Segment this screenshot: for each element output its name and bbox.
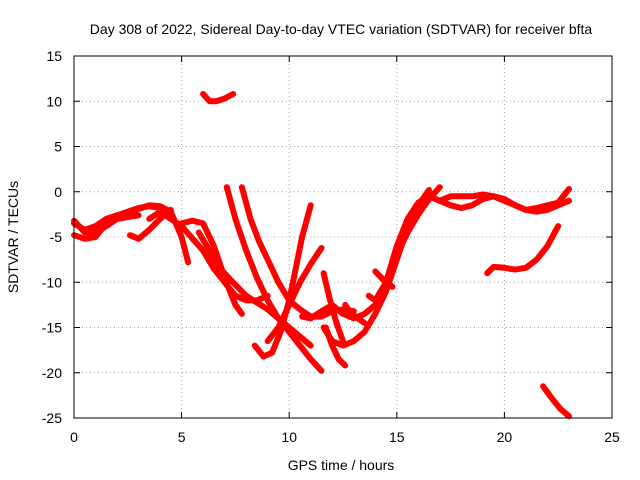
series-line-arc-15 — [320, 270, 346, 345]
y-axis-label: SDTVAR / TECUs — [5, 181, 21, 293]
x-tick-label: 5 — [178, 429, 186, 445]
plot-frame — [73, 55, 613, 419]
y-tick-label: 0 — [54, 184, 62, 200]
y-tick-label: 5 — [54, 139, 62, 155]
x-tick-label: 10 — [281, 429, 297, 445]
y-tick-label: 10 — [46, 93, 62, 109]
y-tick-label: -25 — [42, 410, 62, 426]
chart-title: Day 308 of 2022, Sidereal Day-to-day VTE… — [90, 21, 593, 37]
series-line-arc-21 — [436, 186, 572, 213]
x-tick-label: 0 — [70, 429, 78, 445]
series-line-arc-19 — [372, 268, 396, 290]
series-line-arc-10 — [200, 91, 237, 105]
x-axis-label: GPS time / hours — [288, 457, 395, 473]
series-line-arc-14 — [320, 186, 433, 349]
series-line-arc-18 — [365, 193, 433, 304]
series-line-arc-12 — [264, 244, 325, 345]
series-group — [71, 91, 572, 420]
series-line-arc-2 — [71, 202, 192, 266]
series-line-arc-6 — [178, 217, 245, 317]
series-line-arc-13 — [299, 184, 443, 322]
ticks: 0 5 10 15 20 25 -25 -20 -15 -10 -5 0 5 10 15 — [42, 48, 620, 445]
grid — [74, 56, 612, 418]
y-tick-label: -5 — [50, 229, 63, 245]
x-tick-label: 25 — [604, 429, 620, 445]
series-line-arc-16 — [322, 324, 349, 369]
series-line-arc-17 — [342, 301, 368, 326]
y-tick-label: -15 — [42, 320, 62, 336]
series-line-arc-8 — [223, 184, 325, 374]
series-line-arc-23 — [540, 383, 572, 420]
x-tick-label: 15 — [389, 429, 405, 445]
y-tick-label: -20 — [42, 365, 62, 381]
series-line-arc-3 — [71, 212, 142, 236]
x-tick-label: 20 — [497, 429, 513, 445]
y-tick-label: 15 — [46, 48, 62, 64]
series-line-arc-22 — [484, 223, 562, 277]
y-tick-label: -10 — [42, 274, 62, 290]
